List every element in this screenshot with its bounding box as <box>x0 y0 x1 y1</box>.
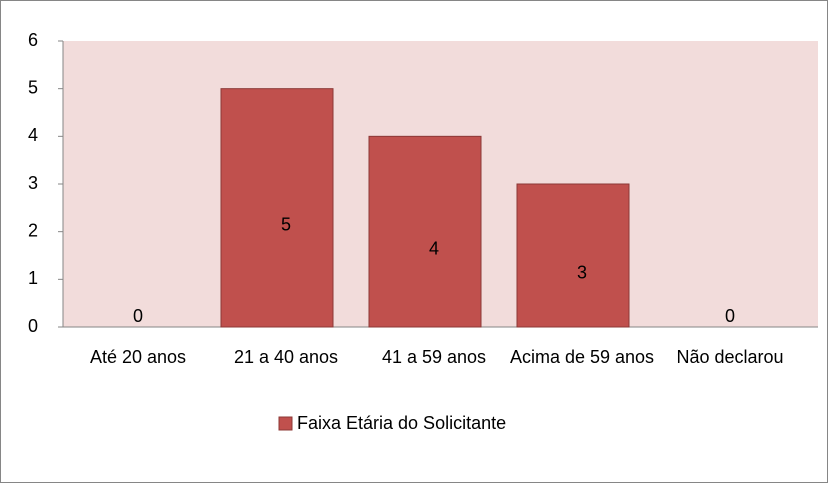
x-tick-label: Não declarou <box>676 347 784 367</box>
data-label: 0 <box>133 306 143 326</box>
y-tick-label: 0 <box>28 316 38 336</box>
y-tick-label: 6 <box>28 30 38 50</box>
x-tick-label: 21 a 40 anos <box>233 347 339 367</box>
legend-swatch <box>278 416 293 431</box>
bar <box>516 183 630 328</box>
bar <box>368 135 482 328</box>
data-label: 5 <box>281 215 291 235</box>
x-tick-label: 41 a 59 anos <box>381 347 487 367</box>
legend-label: Faixa Etária do Solicitante <box>297 413 506 433</box>
bar <box>220 88 334 328</box>
data-label: 3 <box>577 262 587 282</box>
y-tick-label: 2 <box>28 220 38 240</box>
y-tick-label: 5 <box>28 77 38 97</box>
data-label: 0 <box>725 306 735 326</box>
data-label: 4 <box>429 238 439 258</box>
y-tick-label: 3 <box>28 173 38 193</box>
x-tick-label: Acima de 59 anos <box>509 347 655 367</box>
y-tick-label: 4 <box>28 125 38 145</box>
y-tick-label: 1 <box>28 268 38 288</box>
x-tick-label: Até 20 anos <box>89 347 187 367</box>
